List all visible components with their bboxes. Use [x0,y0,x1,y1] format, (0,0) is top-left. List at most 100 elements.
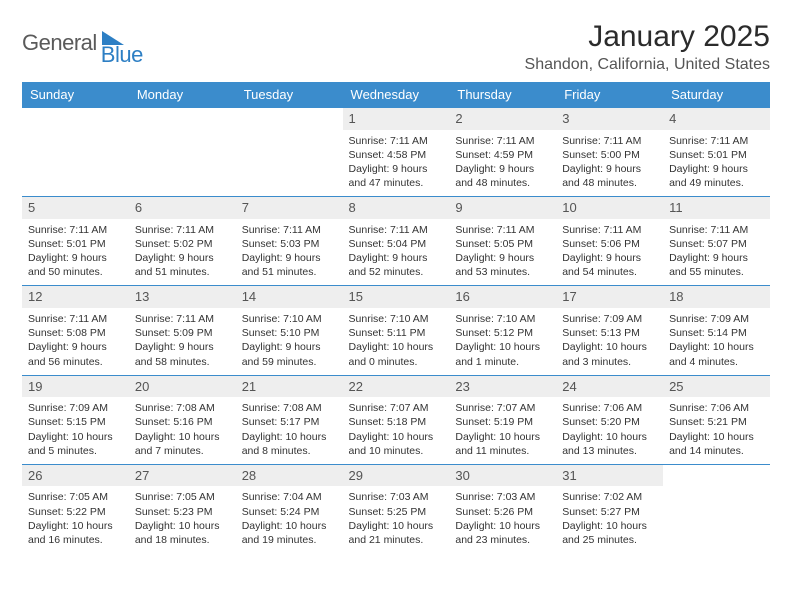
sunrise-line: Sunrise: 7:11 AM [455,134,550,148]
calendar-cell: 28Sunrise: 7:04 AMSunset: 5:24 PMDayligh… [236,464,343,553]
daylight-line: Daylight: 10 hours and 19 minutes. [242,519,337,547]
calendar-cell: 9 Sunrise: 7:11 AMSunset: 5:05 PMDaylight… [449,197,556,286]
day-number: 19 [22,376,129,398]
calendar-cell: 7Sunrise: 7:11 AMSunset: 5:03 PMDaylight… [236,197,343,286]
day-number: 24 [556,376,663,398]
daylight-line: Daylight: 9 hours and 52 minutes. [349,251,444,279]
daylight-line: Daylight: 10 hours and 11 minutes. [455,430,550,458]
calendar-cell: 23Sunrise: 7:07 AMSunset: 5:19 PMDayligh… [449,375,556,464]
day-number: 9 [449,197,556,219]
dow-wednesday: Wednesday [343,82,450,108]
calendar-cell: 5Sunrise: 7:11 AMSunset: 5:01 PMDaylight… [22,197,129,286]
calendar-cell: 22Sunrise: 7:07 AMSunset: 5:18 PMDayligh… [343,375,450,464]
location-subtitle: Shandon, California, United States [525,56,770,74]
calendar-cell: 29Sunrise: 7:03 AMSunset: 5:25 PMDayligh… [343,464,450,553]
sunset-line: Sunset: 5:20 PM [562,415,657,429]
sunset-line: Sunset: 5:02 PM [135,237,230,251]
daylight-line: Daylight: 10 hours and 14 minutes. [669,430,764,458]
sunrise-line: Sunrise: 7:06 AM [669,401,764,415]
calendar-cell: 27Sunrise: 7:05 AMSunset: 5:23 PMDayligh… [129,464,236,553]
daylight-line: Daylight: 10 hours and 25 minutes. [562,519,657,547]
calendar-cell [129,108,236,197]
calendar-cell: 25Sunrise: 7:06 AMSunset: 5:21 PMDayligh… [663,375,770,464]
sunrise-line: Sunrise: 7:03 AM [349,490,444,504]
calendar-row: 19Sunrise: 7:09 AMSunset: 5:15 PMDayligh… [22,375,770,464]
calendar-cell [663,464,770,553]
daylight-line: Daylight: 10 hours and 3 minutes. [562,340,657,368]
sunset-line: Sunset: 5:03 PM [242,237,337,251]
sunrise-line: Sunrise: 7:11 AM [135,223,230,237]
calendar-cell: 14 Sunrise: 7:10 AMSunset: 5:10 PMDayligh… [236,286,343,375]
sunrise-line: Sunrise: 7:10 AM [242,312,337,326]
day-number: 14 [236,286,343,308]
sunset-line: Sunset: 5:10 PM [242,326,337,340]
day-number: 4 [663,108,770,130]
sunset-line: Sunset: 5:16 PM [135,415,230,429]
day-number: 22 [343,376,450,398]
sunrise-line: Sunrise: 7:11 AM [455,223,550,237]
calendar-cell: 15Sunrise: 7:10 AMSunset: 5:11 PMDayligh… [343,286,450,375]
sunset-line: Sunset: 5:14 PM [669,326,764,340]
sunrise-line: Sunrise: 7:02 AM [562,490,657,504]
page-title: January 2025 [525,20,770,54]
calendar-cell: 20Sunrise: 7:08 AMSunset: 5:16 PMDayligh… [129,375,236,464]
header: General Blue January 2025 Shandon, Calif… [22,20,770,74]
sunrise-line: Sunrise: 7:11 AM [135,312,230,326]
sunrise-line: Sunrise: 7:08 AM [135,401,230,415]
calendar-cell: 21Sunrise: 7:08 AMSunset: 5:17 PMDayligh… [236,375,343,464]
sunset-line: Sunset: 5:11 PM [349,326,444,340]
daylight-line: Daylight: 10 hours and 1 minute. [455,340,550,368]
day-number: 11 [663,197,770,219]
day-number: 20 [129,376,236,398]
sunrise-line: Sunrise: 7:07 AM [349,401,444,415]
calendar-table: Sunday Monday Tuesday Wednesday Thursday… [22,82,770,553]
sunset-line: Sunset: 5:24 PM [242,505,337,519]
daylight-line: Daylight: 9 hours and 48 minutes. [562,162,657,190]
day-number: 26 [22,465,129,487]
sunrise-line: Sunrise: 7:09 AM [669,312,764,326]
daylight-line: Daylight: 9 hours and 49 minutes. [669,162,764,190]
daylight-line: Daylight: 10 hours and 13 minutes. [562,430,657,458]
sunset-line: Sunset: 5:21 PM [669,415,764,429]
daylight-line: Daylight: 10 hours and 10 minutes. [349,430,444,458]
calendar-row: 5Sunrise: 7:11 AMSunset: 5:01 PMDaylight… [22,197,770,286]
logo: General Blue [22,20,169,56]
day-number: 18 [663,286,770,308]
day-number: 31 [556,465,663,487]
dow-friday: Friday [556,82,663,108]
daylight-line: Daylight: 9 hours and 53 minutes. [455,251,550,279]
calendar-cell: 19Sunrise: 7:09 AMSunset: 5:15 PMDayligh… [22,375,129,464]
daylight-line: Daylight: 9 hours and 48 minutes. [455,162,550,190]
day-number: 5 [22,197,129,219]
dow-tuesday: Tuesday [236,82,343,108]
dow-monday: Monday [129,82,236,108]
daylight-line: Daylight: 9 hours and 51 minutes. [242,251,337,279]
daylight-line: Daylight: 10 hours and 0 minutes. [349,340,444,368]
daylight-line: Daylight: 9 hours and 50 minutes. [28,251,123,279]
sunrise-line: Sunrise: 7:05 AM [28,490,123,504]
sunrise-line: Sunrise: 7:10 AM [349,312,444,326]
sunrise-line: Sunrise: 7:08 AM [242,401,337,415]
daylight-line: Daylight: 9 hours and 59 minutes. [242,340,337,368]
calendar-cell: 6Sunrise: 7:11 AMSunset: 5:02 PMDaylight… [129,197,236,286]
day-number: 30 [449,465,556,487]
calendar-cell: 11Sunrise: 7:11 AMSunset: 5:07 PMDayligh… [663,197,770,286]
sunrise-line: Sunrise: 7:09 AM [28,401,123,415]
sunset-line: Sunset: 5:25 PM [349,505,444,519]
sunset-line: Sunset: 5:05 PM [455,237,550,251]
daylight-line: Daylight: 9 hours and 56 minutes. [28,340,123,368]
daylight-line: Daylight: 10 hours and 4 minutes. [669,340,764,368]
day-number: 27 [129,465,236,487]
sunset-line: Sunset: 5:04 PM [349,237,444,251]
dow-saturday: Saturday [663,82,770,108]
sunset-line: Sunset: 5:00 PM [562,148,657,162]
day-number: 6 [129,197,236,219]
dow-thursday: Thursday [449,82,556,108]
day-number: 3 [556,108,663,130]
day-number: 7 [236,197,343,219]
sunset-line: Sunset: 5:09 PM [135,326,230,340]
calendar-cell: 8Sunrise: 7:11 AMSunset: 5:04 PMDaylight… [343,197,450,286]
sunrise-line: Sunrise: 7:11 AM [349,223,444,237]
calendar-cell: 30Sunrise: 7:03 AMSunset: 5:26 PMDayligh… [449,464,556,553]
sunset-line: Sunset: 5:01 PM [669,148,764,162]
